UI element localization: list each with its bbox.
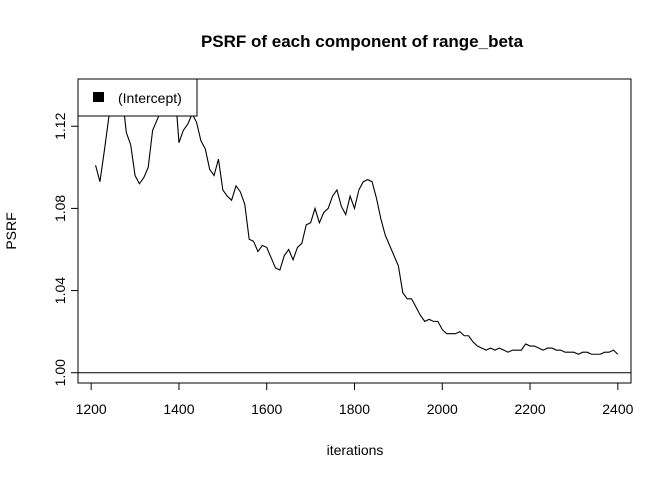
x-tick-label: 1800 — [339, 401, 370, 417]
y-axis-label: PSRF — [3, 212, 19, 249]
series-line-intercept — [95, 80, 619, 355]
series-layer — [95, 80, 619, 355]
x-tick-label: 1400 — [163, 401, 194, 417]
y-tick-label: 1.12 — [52, 112, 68, 139]
x-tick-label: 2400 — [602, 401, 633, 417]
x-tick-label: 2200 — [514, 401, 545, 417]
x-axis: 1200 1400 1600 1800 2000 2200 2400 — [76, 382, 634, 417]
y-tick-label: 1.00 — [52, 359, 68, 386]
x-tick-label: 1600 — [251, 401, 282, 417]
legend-swatch — [93, 92, 104, 102]
chart-title: PSRF of each component of range_beta — [201, 32, 524, 51]
plot-area-frame — [77, 78, 632, 384]
x-axis-label: iterations — [327, 442, 384, 458]
legend-entry-intercept: (Intercept) — [118, 90, 182, 106]
legend: (Intercept) — [77, 78, 198, 117]
y-tick-label: 1.04 — [52, 277, 68, 304]
y-tick-label: 1.08 — [52, 195, 68, 222]
x-tick-label: 1200 — [76, 401, 107, 417]
y-axis: 1.00 1.04 1.08 1.12 — [52, 112, 79, 386]
x-tick-label: 2000 — [427, 401, 458, 417]
